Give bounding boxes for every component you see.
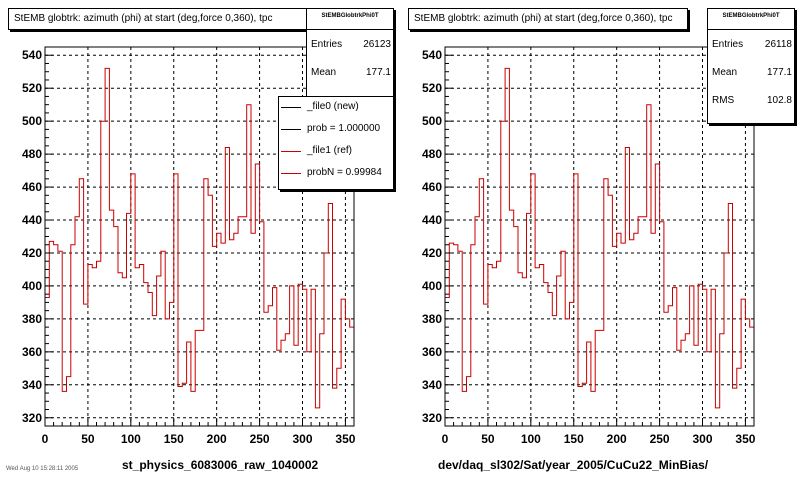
histogram-pad-left: 0 50 100 150 200 250 300 350 320 340 360 380 400 420 4… — [0, 0, 400, 480]
y-tick-label: 380 — [22, 312, 42, 326]
stats-row-mean-right: Mean 177.1 — [708, 58, 794, 86]
y-tick-label: 340 — [22, 378, 42, 392]
stats-rms-value: 102.8 — [766, 94, 792, 106]
y-tick-label: 420 — [422, 246, 442, 260]
timestamp-footnote: Wed Aug 10 15:28:11 2005 — [6, 466, 79, 472]
histogram-title-left: StEMB globtrk: azimuth (phi) at start (d… — [8, 8, 312, 30]
y-tick-label: 380 — [422, 312, 442, 326]
y-tick-label: 440 — [422, 213, 442, 227]
stats-row-mean-left: Mean 177.1 — [307, 58, 393, 86]
x-tick-label: 200 — [607, 432, 627, 446]
y-tick-label: 520 — [422, 81, 442, 95]
x-tick-label: 0 — [442, 432, 449, 446]
stats-mean-value: 177.1 — [365, 66, 391, 78]
legend-label-prob: prob = 1.000000 — [307, 123, 381, 134]
y-tick-label: 460 — [422, 180, 442, 194]
histogram-series-left-0 — [45, 67, 354, 409]
stats-name-right: StEMBGlobtrkPhi0T — [708, 9, 794, 30]
histogram-title-right: StEMB globtrk: azimuth (phi) at start (d… — [408, 8, 688, 30]
y-tick-label: 440 — [22, 213, 42, 227]
y-tick-label: 540 — [22, 48, 42, 62]
histogram-pad-right: 0 50 100 150 200 250 300 350 320 340 360 380 400 420 4… — [400, 0, 800, 480]
stats-row-entries-left: Entries 26123 — [307, 30, 393, 58]
histogram-plot-left: 0 50 100 150 200 250 300 350 320 340 360 380 400 420 4… — [22, 46, 356, 446]
y-tick-label: 480 — [22, 147, 42, 161]
histogram-plot-right: 0 50 100 150 200 250 300 350 320 340 360 380 400 420 4… — [422, 46, 756, 446]
y-tick-label: 400 — [22, 279, 42, 293]
x-tick-label: 300 — [692, 432, 712, 446]
x-tick-label: 350 — [335, 432, 355, 446]
x-tick-label: 100 — [121, 432, 141, 446]
legend-entry-ref: _file1 (ref) — [279, 141, 393, 163]
legend-swatch-probn — [281, 173, 301, 174]
stats-entries-label: Entries — [712, 38, 744, 50]
y-tick-label: 500 — [22, 114, 42, 128]
stats-box-right: StEMBGlobtrkPhi0T Entries 26118 Mean 177… — [707, 8, 795, 124]
x-tick-label: 50 — [81, 432, 95, 446]
x-tick-label: 200 — [207, 432, 227, 446]
y-tick-label: 340 — [422, 378, 442, 392]
y-tick-label: 500 — [422, 114, 442, 128]
y-tick-label: 400 — [422, 279, 442, 293]
legend-entry-prob: prob = 1.000000 — [279, 119, 393, 141]
stats-mean-label: Mean — [311, 66, 337, 78]
y-tick-label: 420 — [22, 246, 42, 260]
y-tick-label: 480 — [422, 147, 442, 161]
y-tick-label: 520 — [22, 81, 42, 95]
legend-box: _file0 (new) prob = 1.000000 _file1 (ref… — [278, 96, 394, 190]
legend-label-new: _file0 (new) — [307, 101, 359, 112]
y-tick-label: 360 — [22, 345, 42, 359]
x-tick-label: 150 — [564, 432, 584, 446]
stats-row-rms-right: RMS 102.8 — [708, 86, 794, 114]
legend-entry-new: _file0 (new) — [279, 97, 393, 119]
stats-mean-value: 177.1 — [766, 66, 792, 78]
stats-rms-label: RMS — [712, 94, 735, 106]
histogram-series-right-0 — [445, 67, 754, 409]
legend-label-probn: probN = 0.99984 — [307, 167, 382, 178]
legend-swatch-prob — [281, 129, 301, 130]
stats-entries-value: 26118 — [764, 38, 792, 50]
y-tick-label: 320 — [22, 411, 42, 425]
legend-swatch-ref — [281, 151, 301, 152]
y-tick-label: 540 — [422, 48, 442, 62]
x-tick-label: 150 — [164, 432, 184, 446]
stats-entries-value: 26123 — [363, 38, 391, 50]
x-tick-label: 350 — [735, 432, 755, 446]
x-axis-label-right: dev/daq_sl302/Sat/year_2005/CuCu22_MinBi… — [438, 458, 709, 472]
x-tick-label: 50 — [481, 432, 495, 446]
x-axis-label-left: st_physics_6083006_raw_1040002 — [122, 458, 319, 472]
x-tick-label: 300 — [292, 432, 312, 446]
x-tick-label: 0 — [42, 432, 49, 446]
stats-name-left: StEMBGlobtrkPhi0T — [307, 9, 393, 30]
y-tick-label: 320 — [422, 411, 442, 425]
stats-mean-label: Mean — [712, 66, 738, 78]
legend-label-ref: _file1 (ref) — [307, 145, 353, 156]
y-tick-label: 360 — [422, 345, 442, 359]
stats-row-entries-right: Entries 26118 — [708, 30, 794, 58]
legend-swatch-new — [281, 107, 301, 108]
x-tick-label: 250 — [650, 432, 670, 446]
x-tick-label: 100 — [521, 432, 541, 446]
legend-entry-probn: probN = 0.99984 — [279, 163, 393, 185]
stats-entries-label: Entries — [311, 38, 343, 50]
stats-box-left: StEMBGlobtrkPhi0T Entries 26123 Mean 177… — [306, 8, 394, 100]
y-tick-label: 460 — [22, 180, 42, 194]
x-tick-label: 250 — [250, 432, 270, 446]
